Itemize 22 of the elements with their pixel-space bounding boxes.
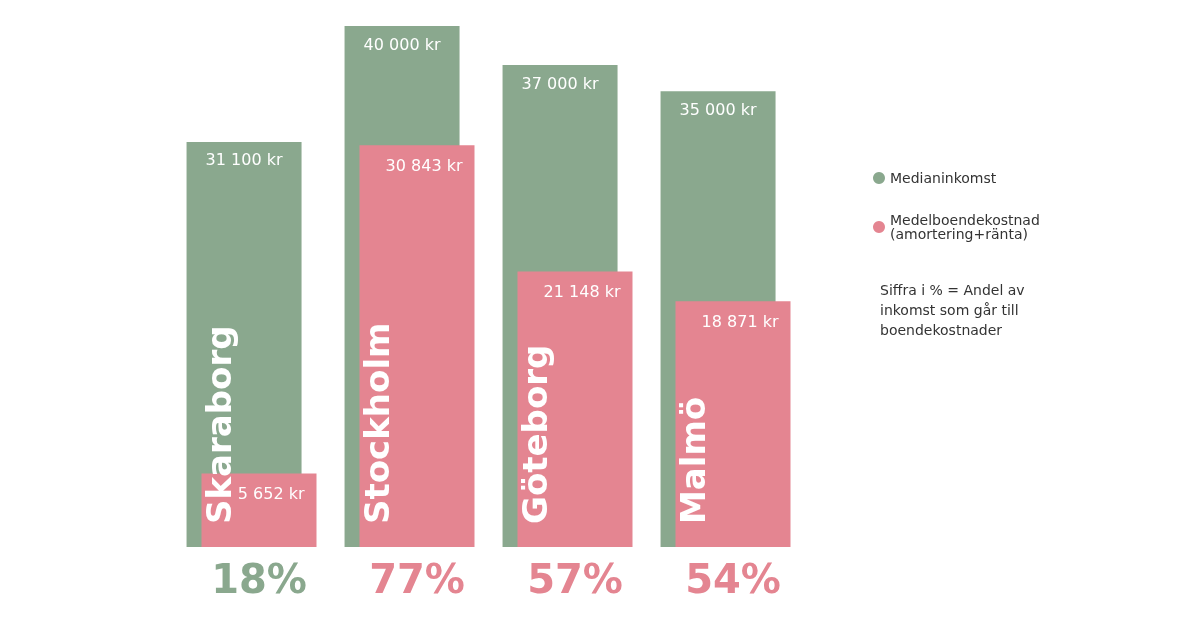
x-tick-label: Stockholm: [357, 322, 398, 524]
bar: [359, 145, 475, 547]
data-label: 30 843 kr: [385, 155, 463, 175]
data-label: 21 148 kr: [543, 282, 621, 302]
text: 54%: [685, 556, 781, 602]
text: 77%: [369, 556, 465, 602]
bar: [675, 301, 791, 547]
bar: [517, 271, 633, 547]
x-tick-label: Malmö: [673, 396, 714, 524]
data-label: 31 100 kr: [205, 150, 283, 170]
text: Siffra i % = Andel av inkomst som går till boendekostnader: [880, 282, 1025, 338]
x-tick-label: Göteborg: [515, 344, 556, 524]
text: 18%: [211, 556, 307, 602]
data-label: 5 652 kr: [237, 483, 305, 503]
data-label: 35 000 kr: [679, 99, 757, 119]
data-label: 18 871 kr: [701, 311, 779, 331]
legend-label: Medelboendekostnad (amortering+ränta): [890, 212, 1040, 242]
text: 57%: [527, 556, 623, 602]
data-label: 40 000 kr: [363, 34, 441, 54]
x-tick-label: Skaraborg: [199, 325, 240, 524]
legend-label: Medianinkomst: [890, 170, 997, 186]
data-label: 37 000 kr: [521, 73, 599, 93]
